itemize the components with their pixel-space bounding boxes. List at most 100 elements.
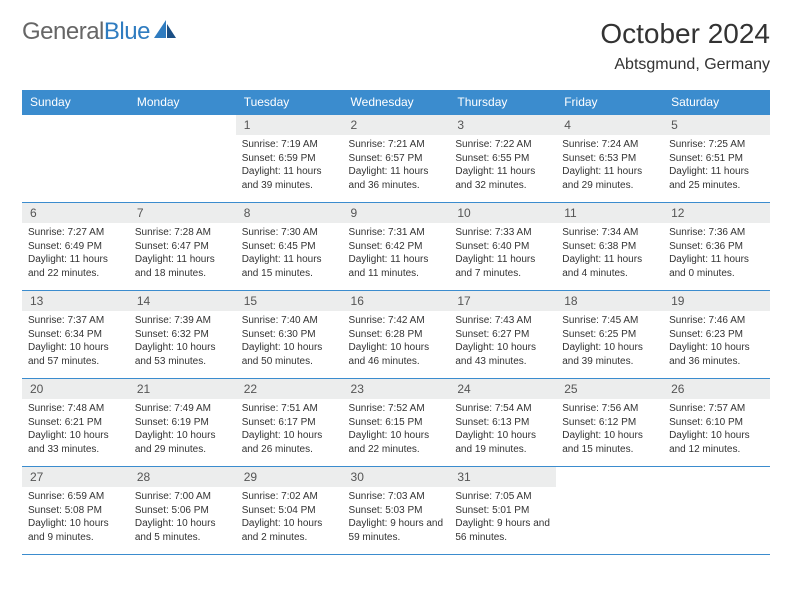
calendar-day-cell: . <box>22 115 129 203</box>
daylight-text: Daylight: 10 hours and 5 minutes. <box>135 517 230 544</box>
sunset-text: Sunset: 6:47 PM <box>135 240 230 254</box>
sunset-text: Sunset: 5:01 PM <box>455 504 550 518</box>
day-number: 24 <box>449 379 556 399</box>
calendar-day-cell: 23Sunrise: 7:52 AMSunset: 6:15 PMDayligh… <box>343 379 450 467</box>
weekday-header: Monday <box>129 90 236 115</box>
daylight-text: Daylight: 10 hours and 36 minutes. <box>669 341 764 368</box>
sunrise-text: Sunrise: 7:28 AM <box>135 226 230 240</box>
day-number: 2 <box>343 115 450 135</box>
daylight-text: Daylight: 11 hours and 11 minutes. <box>349 253 444 280</box>
daylight-text: Daylight: 10 hours and 57 minutes. <box>28 341 123 368</box>
sunrise-text: Sunrise: 7:46 AM <box>669 314 764 328</box>
logo: GeneralBlue <box>22 18 178 46</box>
sunset-text: Sunset: 6:19 PM <box>135 416 230 430</box>
day-details: Sunrise: 7:49 AMSunset: 6:19 PMDaylight:… <box>129 399 236 460</box>
daylight-text: Daylight: 11 hours and 25 minutes. <box>669 165 764 192</box>
daylight-text: Daylight: 11 hours and 18 minutes. <box>135 253 230 280</box>
sunset-text: Sunset: 5:04 PM <box>242 504 337 518</box>
daylight-text: Daylight: 10 hours and 33 minutes. <box>28 429 123 456</box>
day-number: 11 <box>556 203 663 223</box>
calendar-day-cell: 26Sunrise: 7:57 AMSunset: 6:10 PMDayligh… <box>663 379 770 467</box>
sunrise-text: Sunrise: 7:33 AM <box>455 226 550 240</box>
sunrise-text: Sunrise: 7:25 AM <box>669 138 764 152</box>
calendar-day-cell: . <box>663 467 770 555</box>
calendar-day-cell: 29Sunrise: 7:02 AMSunset: 5:04 PMDayligh… <box>236 467 343 555</box>
day-details: Sunrise: 7:36 AMSunset: 6:36 PMDaylight:… <box>663 223 770 284</box>
calendar-day-cell: 19Sunrise: 7:46 AMSunset: 6:23 PMDayligh… <box>663 291 770 379</box>
day-number: 17 <box>449 291 556 311</box>
calendar-day-cell: 16Sunrise: 7:42 AMSunset: 6:28 PMDayligh… <box>343 291 450 379</box>
daylight-text: Daylight: 10 hours and 39 minutes. <box>562 341 657 368</box>
calendar-day-cell: 7Sunrise: 7:28 AMSunset: 6:47 PMDaylight… <box>129 203 236 291</box>
sunset-text: Sunset: 6:21 PM <box>28 416 123 430</box>
location: Abtsgmund, Germany <box>600 56 770 74</box>
sunrise-text: Sunrise: 7:02 AM <box>242 490 337 504</box>
calendar-day-cell: 8Sunrise: 7:30 AMSunset: 6:45 PMDaylight… <box>236 203 343 291</box>
day-details: Sunrise: 7:45 AMSunset: 6:25 PMDaylight:… <box>556 311 663 372</box>
day-details: Sunrise: 7:03 AMSunset: 5:03 PMDaylight:… <box>343 487 450 548</box>
day-details: Sunrise: 7:02 AMSunset: 5:04 PMDaylight:… <box>236 487 343 548</box>
sunrise-text: Sunrise: 7:42 AM <box>349 314 444 328</box>
daylight-text: Daylight: 11 hours and 15 minutes. <box>242 253 337 280</box>
sunset-text: Sunset: 6:51 PM <box>669 152 764 166</box>
sunset-text: Sunset: 6:36 PM <box>669 240 764 254</box>
daylight-text: Daylight: 10 hours and 2 minutes. <box>242 517 337 544</box>
sunset-text: Sunset: 6:13 PM <box>455 416 550 430</box>
sunrise-text: Sunrise: 7:22 AM <box>455 138 550 152</box>
day-details: Sunrise: 7:46 AMSunset: 6:23 PMDaylight:… <box>663 311 770 372</box>
day-number: 18 <box>556 291 663 311</box>
calendar-week-row: ..1Sunrise: 7:19 AMSunset: 6:59 PMDaylig… <box>22 115 770 203</box>
daylight-text: Daylight: 10 hours and 12 minutes. <box>669 429 764 456</box>
day-number: 31 <box>449 467 556 487</box>
sunrise-text: Sunrise: 7:40 AM <box>242 314 337 328</box>
day-number: 14 <box>129 291 236 311</box>
calendar-day-cell: 10Sunrise: 7:33 AMSunset: 6:40 PMDayligh… <box>449 203 556 291</box>
day-details: Sunrise: 7:52 AMSunset: 6:15 PMDaylight:… <box>343 399 450 460</box>
calendar-day-cell: 12Sunrise: 7:36 AMSunset: 6:36 PMDayligh… <box>663 203 770 291</box>
calendar-day-cell: 1Sunrise: 7:19 AMSunset: 6:59 PMDaylight… <box>236 115 343 203</box>
sunrise-text: Sunrise: 7:00 AM <box>135 490 230 504</box>
day-details: Sunrise: 7:19 AMSunset: 6:59 PMDaylight:… <box>236 135 343 196</box>
calendar-week-row: 27Sunrise: 6:59 AMSunset: 5:08 PMDayligh… <box>22 467 770 555</box>
sunset-text: Sunset: 6:30 PM <box>242 328 337 342</box>
sunset-text: Sunset: 6:42 PM <box>349 240 444 254</box>
day-details: Sunrise: 7:42 AMSunset: 6:28 PMDaylight:… <box>343 311 450 372</box>
sunset-text: Sunset: 6:12 PM <box>562 416 657 430</box>
day-number: 27 <box>22 467 129 487</box>
day-details: Sunrise: 7:57 AMSunset: 6:10 PMDaylight:… <box>663 399 770 460</box>
calendar-day-cell: 6Sunrise: 7:27 AMSunset: 6:49 PMDaylight… <box>22 203 129 291</box>
sunset-text: Sunset: 6:34 PM <box>28 328 123 342</box>
calendar-day-cell: 14Sunrise: 7:39 AMSunset: 6:32 PMDayligh… <box>129 291 236 379</box>
daylight-text: Daylight: 10 hours and 53 minutes. <box>135 341 230 368</box>
sunset-text: Sunset: 6:38 PM <box>562 240 657 254</box>
sunrise-text: Sunrise: 7:39 AM <box>135 314 230 328</box>
month-title: October 2024 <box>600 18 770 50</box>
calendar-day-cell: 22Sunrise: 7:51 AMSunset: 6:17 PMDayligh… <box>236 379 343 467</box>
sunset-text: Sunset: 6:17 PM <box>242 416 337 430</box>
sunset-text: Sunset: 6:10 PM <box>669 416 764 430</box>
sunset-text: Sunset: 6:23 PM <box>669 328 764 342</box>
day-number: 1 <box>236 115 343 135</box>
weekday-header: Sunday <box>22 90 129 115</box>
daylight-text: Daylight: 10 hours and 15 minutes. <box>562 429 657 456</box>
day-details: Sunrise: 7:30 AMSunset: 6:45 PMDaylight:… <box>236 223 343 284</box>
calendar-week-row: 6Sunrise: 7:27 AMSunset: 6:49 PMDaylight… <box>22 203 770 291</box>
sunrise-text: Sunrise: 7:27 AM <box>28 226 123 240</box>
calendar-day-cell: 27Sunrise: 6:59 AMSunset: 5:08 PMDayligh… <box>22 467 129 555</box>
daylight-text: Daylight: 10 hours and 19 minutes. <box>455 429 550 456</box>
day-number: 9 <box>343 203 450 223</box>
calendar-day-cell: 21Sunrise: 7:49 AMSunset: 6:19 PMDayligh… <box>129 379 236 467</box>
sunset-text: Sunset: 6:45 PM <box>242 240 337 254</box>
day-number: 6 <box>22 203 129 223</box>
calendar-week-row: 13Sunrise: 7:37 AMSunset: 6:34 PMDayligh… <box>22 291 770 379</box>
day-number: 16 <box>343 291 450 311</box>
logo-text-1: General <box>22 18 104 46</box>
weekday-header: Friday <box>556 90 663 115</box>
sunrise-text: Sunrise: 7:03 AM <box>349 490 444 504</box>
sunrise-text: Sunrise: 7:57 AM <box>669 402 764 416</box>
day-details: Sunrise: 7:51 AMSunset: 6:17 PMDaylight:… <box>236 399 343 460</box>
daylight-text: Daylight: 11 hours and 7 minutes. <box>455 253 550 280</box>
day-number: 20 <box>22 379 129 399</box>
day-number: 19 <box>663 291 770 311</box>
day-details: Sunrise: 7:25 AMSunset: 6:51 PMDaylight:… <box>663 135 770 196</box>
